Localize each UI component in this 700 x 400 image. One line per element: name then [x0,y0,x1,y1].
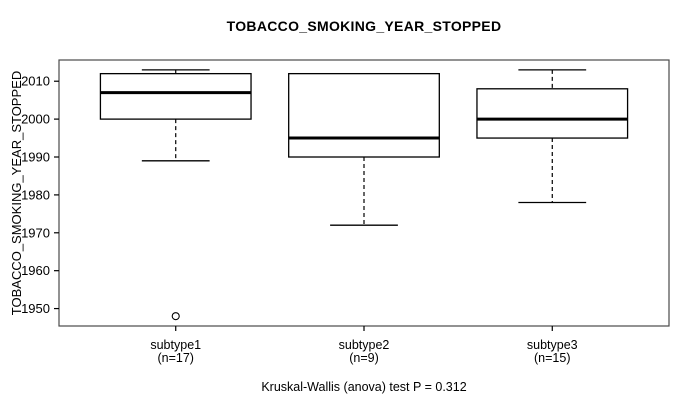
iqr-box-subtype2 [288,72,440,158]
y-tick-label: 1960 [21,263,50,278]
iqr-box-subtype3 [476,88,629,139]
outlier-point [171,312,180,321]
y-tick-label: 2010 [21,74,50,89]
stat-test-caption: Kruskal-Wallis (anova) test P = 0.312 [261,380,467,394]
y-tick-label: 2000 [21,112,50,127]
y-tick-label: 1990 [21,150,50,165]
y-tick-label: 1980 [21,187,50,202]
x-axis-n-label-subtype2: (n=9) [349,351,379,365]
iqr-box-subtype1 [99,72,252,120]
y-tick-label: 1950 [21,301,50,316]
y-tick-label: 1970 [21,225,50,240]
x-axis-label-subtype1: subtype1 [150,338,201,352]
x-axis-n-label-subtype1: (n=17) [157,351,193,365]
x-axis-label-subtype3: subtype3 [527,338,578,352]
x-axis-label-subtype2: subtype2 [339,338,390,352]
chart-title: TOBACCO_SMOKING_YEAR_STOPPED [226,18,502,34]
x-axis-n-label-subtype3: (n=15) [534,351,570,365]
